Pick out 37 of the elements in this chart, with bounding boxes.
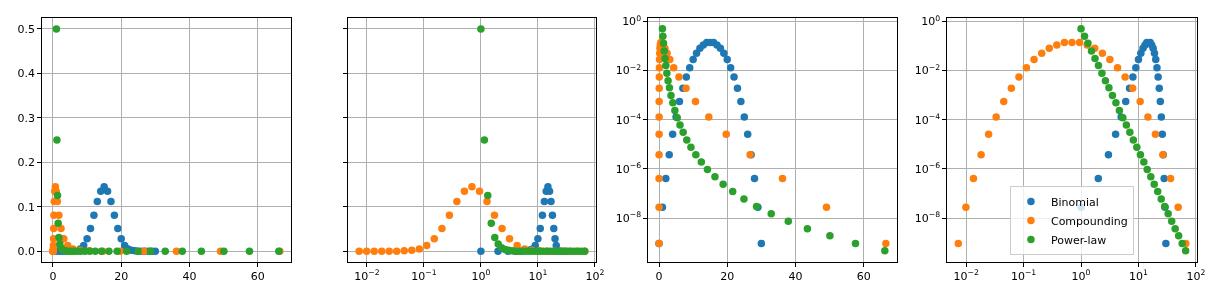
y-tick-label: 0.5	[17, 22, 36, 36]
x-tick-label: 60	[250, 270, 265, 283]
x-tick-label: 0	[655, 270, 663, 283]
y-tick-label: 10$^{0}$	[622, 13, 642, 29]
x-tick-label: 40	[788, 270, 803, 283]
x-tick-label: 20	[720, 270, 735, 283]
y-tick-label: 0.1	[17, 200, 36, 214]
x-tick-label: 0	[49, 270, 57, 283]
x-tick-label: 10$^{−2}$	[953, 268, 979, 283]
y-tick-label: 0.3	[17, 111, 36, 125]
y-tick-label: 10$^{−2}$	[914, 62, 941, 78]
y-tick-label: 10$^{0}$	[921, 13, 941, 29]
y-tick-label: 10$^{−6}$	[615, 161, 642, 176]
legend-label: Power-law	[1050, 233, 1107, 247]
y-tick-label: 10$^{−4}$	[615, 111, 642, 127]
x-tick-label: 10$^{−1}$	[411, 268, 437, 283]
legend-label: Compounding	[1050, 214, 1128, 228]
y-tick-label: 0.2	[17, 156, 36, 170]
x-tick-label: 40	[182, 270, 197, 283]
x-tick-label: 60	[856, 270, 871, 283]
legend-label: Binomial	[1050, 195, 1099, 209]
y-tick-label: 10$^{−6}$	[914, 161, 941, 176]
x-tick-label: 10$^{1}$	[528, 268, 548, 283]
x-tick-label: 10$^{0}$	[1071, 268, 1091, 283]
x-tick-label: 10$^{2}$	[1186, 268, 1206, 283]
y-tick-label: 10$^{−8}$	[914, 210, 941, 225]
y-tick-label: 10$^{−4}$	[914, 111, 941, 127]
x-tick-label: 10$^{0}$	[471, 268, 491, 283]
x-tick-label: 10$^{−2}$	[354, 268, 380, 283]
x-tick-label: 10$^{−1}$	[1010, 268, 1037, 283]
y-tick-label: 10$^{−8}$	[615, 210, 642, 225]
y-tick-label: 0.4	[17, 67, 36, 81]
x-tick-label: 10$^{1}$	[1129, 268, 1149, 283]
x-tick-label: 20	[114, 270, 129, 283]
y-tick-label: 10$^{−2}$	[615, 62, 642, 78]
y-tick-label: 0.0	[17, 245, 36, 259]
x-tick-label: 10$^{2}$	[585, 268, 605, 283]
